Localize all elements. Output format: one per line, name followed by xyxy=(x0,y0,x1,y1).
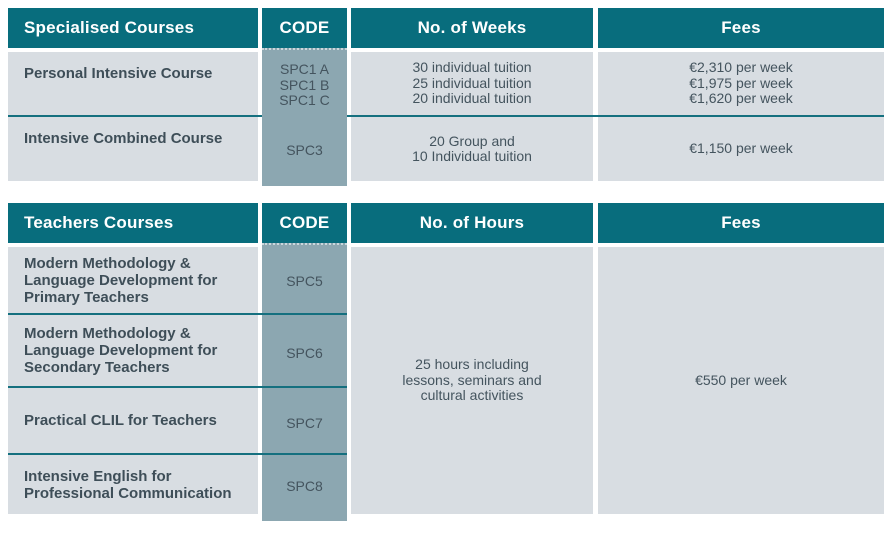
course-fees-page: Specialised Courses CODE No. of Weeks Fe… xyxy=(0,8,891,539)
table1-code-header: CODE xyxy=(262,8,347,48)
course-line: Modern Methodology & xyxy=(24,325,191,342)
fee-line: €2,310 per week xyxy=(689,59,793,76)
hours-line: 25 hours including xyxy=(415,356,529,373)
table2-row4-course-name: Intensive English for Professional Commu… xyxy=(8,455,258,514)
table2-code-column: SPC5 SPC6 SPC7 SPC8 xyxy=(262,243,347,521)
row-divider xyxy=(8,386,347,388)
course-line: Language Development for xyxy=(24,342,218,359)
hours-line: lessons, seminars and xyxy=(402,371,542,388)
course-line: Professional Communication xyxy=(24,484,232,502)
weeks-line: 25 individual tuition xyxy=(412,74,532,91)
row-divider xyxy=(8,115,884,117)
table2-row3-course-name: Practical CLIL for Teachers xyxy=(8,388,258,453)
table1-row2-course-name: Intensive Combined Course xyxy=(8,117,258,181)
table1-fees-header: Fees xyxy=(598,8,884,48)
row-divider xyxy=(8,453,347,455)
code-value: SPC8 xyxy=(286,477,323,494)
table1-weeks-header: No. of Weeks xyxy=(351,8,593,48)
table2-fees-header: Fees xyxy=(598,203,884,243)
table2-row4-code: SPC8 xyxy=(262,457,347,516)
code-value: SPC3 xyxy=(286,142,323,159)
table2-row1-code: SPC5 xyxy=(262,247,347,317)
course-line: Primary Teachers xyxy=(24,288,149,306)
fee-line: €1,620 per week xyxy=(689,90,793,107)
table1-row2-code: SPC3 xyxy=(262,119,347,183)
table2-hours-header: No. of Hours xyxy=(351,203,593,243)
table2-hours-merged-cell: 25 hours including lessons, seminars and… xyxy=(351,247,593,514)
table2-row2-code: SPC6 xyxy=(262,317,347,390)
table2-fees-merged-cell: €550 per week xyxy=(598,247,884,514)
weeks-line: 30 individual tuition xyxy=(412,59,532,76)
table1-title: Specialised Courses xyxy=(8,8,258,48)
table1-row1-codes: SPC1 A SPC1 B SPC1 C xyxy=(262,52,347,119)
table2-row3-code: SPC7 xyxy=(262,390,347,457)
weeks-line: 20 Group and xyxy=(429,132,515,149)
code-value: SPC6 xyxy=(286,344,323,361)
fee-line: €1,975 per week xyxy=(689,74,793,91)
table1-row2-weeks-cell: 20 Group and 10 Individual tuition xyxy=(351,117,593,181)
table2-row1-course-name: Modern Methodology & Language Developmen… xyxy=(8,247,258,313)
code-value: SPC1 C xyxy=(279,92,330,109)
course-line: Modern Methodology & xyxy=(24,254,191,272)
code-value: SPC5 xyxy=(286,273,323,290)
weeks-line: 10 Individual tuition xyxy=(412,148,532,164)
weeks-line: 20 individual tuition xyxy=(412,90,532,107)
table2-code-header: CODE xyxy=(262,203,347,243)
course-line: Practical CLIL for Teachers xyxy=(24,412,217,429)
table1-code-column: SPC1 A SPC1 B SPC1 C SPC3 xyxy=(262,48,347,186)
fee-line: €550 per week xyxy=(695,371,787,388)
table2-title: Teachers Courses xyxy=(8,203,258,243)
table1-row1-weeks-cell: 30 individual tuition 25 individual tuit… xyxy=(351,52,593,115)
table1-row1-course-name: Personal Intensive Course xyxy=(8,52,258,115)
specialised-courses-table: Specialised Courses CODE No. of Weeks Fe… xyxy=(8,8,884,186)
code-value: SPC1 A xyxy=(279,61,330,78)
code-value: SPC7 xyxy=(286,414,323,431)
course-line: Language Development for xyxy=(24,271,218,289)
row-divider xyxy=(8,313,347,315)
table1-row1-fees-cell: €2,310 per week €1,975 per week €1,620 p… xyxy=(598,52,884,115)
code-value: SPC1 B xyxy=(279,76,330,93)
fee-line: €1,150 per week xyxy=(689,140,793,157)
course-line: Secondary Teachers xyxy=(24,359,170,376)
hours-line: cultural activities xyxy=(420,387,524,404)
table2-row2-course-name: Modern Methodology & Language Developmen… xyxy=(8,315,258,386)
teachers-courses-table: Teachers Courses CODE No. of Hours Fees … xyxy=(8,203,884,521)
course-line: Intensive English for xyxy=(24,467,172,485)
table1-row2-fees-cell: €1,150 per week xyxy=(598,117,884,181)
